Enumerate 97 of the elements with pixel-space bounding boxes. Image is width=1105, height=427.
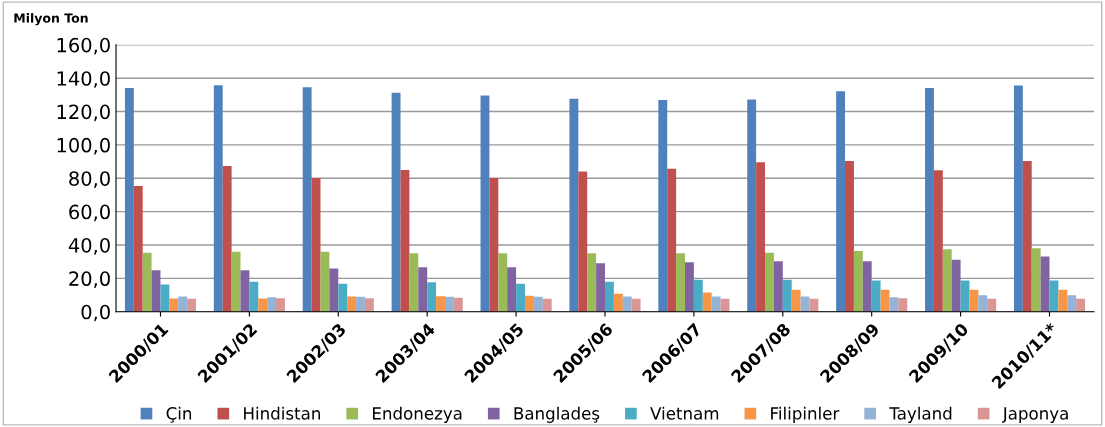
- bar: [178, 296, 188, 312]
- bar: [187, 298, 197, 312]
- bar: [622, 296, 632, 312]
- bar: [898, 298, 908, 312]
- bar: [356, 296, 365, 312]
- legend-label: Hindistan: [244, 406, 320, 420]
- bar: [436, 296, 445, 312]
- bar: [516, 283, 525, 312]
- y-tick-label: 100,0: [57, 137, 110, 155]
- bar: [489, 177, 499, 312]
- bar: [418, 267, 428, 312]
- bar: [542, 298, 552, 312]
- bar: [533, 296, 543, 312]
- bar: [942, 249, 952, 312]
- bar: [498, 253, 508, 312]
- bar: [124, 88, 134, 312]
- bar: [773, 261, 783, 312]
- bar: [1022, 161, 1032, 312]
- bar: [951, 259, 961, 312]
- bar: [311, 177, 321, 312]
- bar: [747, 99, 757, 312]
- y-tick-label: 120,0: [57, 104, 110, 122]
- bar: [329, 268, 339, 312]
- bar: [347, 296, 357, 312]
- bar: [933, 170, 943, 312]
- bar: [142, 252, 152, 312]
- bar: [685, 262, 694, 312]
- y-tick-label: 20,0: [69, 271, 110, 288]
- bar: [578, 171, 588, 312]
- bar: [969, 289, 979, 312]
- y-tick-label: 0,0: [81, 304, 110, 322]
- bar: [587, 253, 597, 312]
- legend-label: Vietnam: [650, 406, 719, 420]
- bar: [160, 284, 170, 312]
- bar: [1076, 298, 1086, 312]
- bar: [791, 289, 801, 312]
- legend-label: Çin: [166, 406, 192, 423]
- bar: [596, 263, 605, 312]
- bar: [1013, 85, 1023, 312]
- bar: [1031, 248, 1041, 312]
- bar: [836, 91, 846, 312]
- legend-label: Japonya: [1001, 407, 1068, 423]
- bar: [756, 162, 766, 312]
- y-tick-label: 160,0: [57, 37, 110, 55]
- bar: [658, 100, 668, 312]
- bar: [667, 168, 677, 312]
- bar: [409, 253, 419, 312]
- bar: [782, 279, 792, 312]
- bar: [889, 297, 899, 312]
- bar: [427, 282, 437, 312]
- bar: [276, 298, 285, 312]
- bar: [809, 298, 819, 312]
- y-tick-label: 40,0: [68, 237, 110, 255]
- bar: [249, 281, 259, 312]
- bar: [925, 88, 934, 312]
- bar: [702, 292, 712, 312]
- bar: [604, 281, 614, 312]
- bar: [391, 92, 401, 312]
- bar: [169, 298, 179, 312]
- y-tick-label: 140,0: [57, 71, 110, 88]
- bar: [693, 279, 703, 312]
- bar: [987, 298, 997, 312]
- bar: [507, 267, 517, 312]
- bar: [133, 185, 143, 312]
- y-axis-title: Milyon Ton: [14, 13, 88, 26]
- bar: [302, 87, 312, 312]
- bar: [765, 252, 774, 312]
- bar: [524, 295, 534, 312]
- bar: [213, 85, 223, 312]
- bar: [240, 270, 250, 312]
- y-tick-label: 80,0: [69, 171, 110, 188]
- bar: [862, 261, 872, 312]
- bar: [853, 251, 863, 312]
- bar: [444, 296, 454, 312]
- legend-label: Bangladeş: [514, 406, 600, 423]
- bar: [1067, 295, 1077, 312]
- bar: [258, 298, 268, 312]
- bar: [453, 297, 463, 312]
- bar: [400, 169, 410, 312]
- bar: [845, 161, 854, 312]
- bar: [871, 280, 881, 312]
- bar: [613, 293, 623, 312]
- bar: [267, 297, 277, 312]
- bar: [338, 283, 348, 312]
- bar: [222, 165, 232, 312]
- bar: [711, 296, 721, 312]
- bar: [978, 295, 988, 312]
- bar: [1058, 289, 1068, 312]
- legend-label: Endonezya: [373, 406, 462, 423]
- bar: [364, 298, 374, 312]
- bar: [569, 98, 579, 312]
- legend-label: Filipinler: [771, 406, 840, 423]
- bar: [1049, 280, 1059, 312]
- bar: [676, 253, 685, 312]
- y-tick-label: 60,0: [69, 204, 110, 222]
- bar: [631, 298, 641, 312]
- legend-label: Tayland: [889, 406, 952, 423]
